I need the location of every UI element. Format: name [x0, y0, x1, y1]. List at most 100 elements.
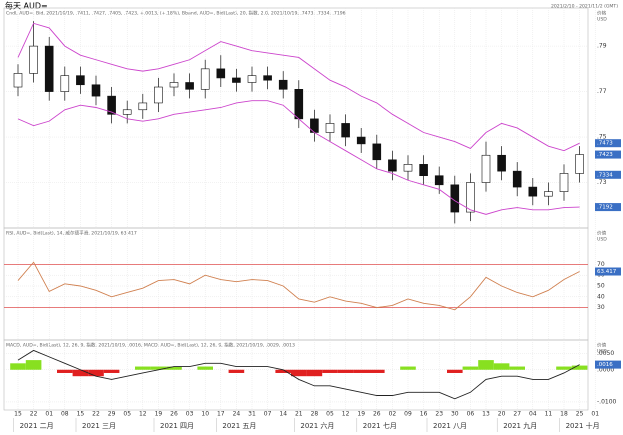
x-tick-label: 12 — [342, 411, 350, 418]
month-label: 2021 九月 — [503, 421, 537, 430]
candle-body — [466, 182, 475, 213]
candle-body — [154, 86, 163, 104]
month-label: 2021 八月 — [433, 422, 467, 430]
y-tick-label: .77 — [597, 88, 607, 95]
x-tick-label: 01 — [45, 411, 53, 418]
candle-body — [372, 143, 382, 161]
y-tick-label: .0000 — [597, 366, 614, 373]
month-label: 2021 七月 — [363, 421, 397, 430]
price-marker-label: .7192 — [597, 205, 613, 211]
candle-body — [528, 186, 538, 197]
y-tick-label: 30 — [597, 304, 605, 311]
histogram-bar — [509, 366, 525, 370]
month-label: 2021 四月 — [160, 422, 194, 430]
candle-body — [294, 89, 304, 120]
x-tick-label: 01 — [591, 411, 599, 418]
histogram-bar — [291, 369, 307, 377]
price-marker — [595, 267, 621, 276]
candle-body — [169, 82, 179, 88]
price-marker — [595, 139, 621, 148]
month-label: 2021 五月 — [222, 422, 256, 430]
histogram-bar — [556, 366, 572, 370]
y-tick-label: 40 — [597, 293, 605, 300]
histogram-bar — [88, 369, 104, 377]
x-tick-label: 04 — [529, 411, 537, 418]
x-tick-label: 08 — [61, 411, 69, 418]
histogram-bar — [150, 366, 167, 370]
x-tick-label: 30 — [451, 411, 459, 418]
panel-header: MACD, AUD=, Bid(Last), 12, 26, 9, 指数, 20… — [6, 342, 295, 349]
y-tick-label: -.0100 — [597, 398, 617, 405]
histogram-bar — [306, 369, 323, 377]
x-tick-label: 12 — [139, 411, 147, 418]
price-marker — [595, 360, 621, 369]
histogram-bar — [135, 366, 151, 370]
x-tick-label: 06 — [467, 411, 475, 418]
month-label: 2021 三月 — [82, 422, 116, 430]
histogram-bar — [72, 369, 89, 377]
histogram-bar — [228, 369, 245, 373]
month-label: 2021 二月 — [20, 422, 54, 430]
candle-body — [341, 123, 350, 138]
candle-body — [356, 136, 366, 145]
histogram-bar — [322, 369, 338, 373]
y-tick-label: .75 — [597, 134, 607, 141]
x-tick-label: 25 — [576, 411, 584, 418]
series-line — [17, 22, 580, 152]
x-tick-label: 09 — [404, 411, 412, 418]
candle-body — [419, 164, 428, 177]
candle-body — [403, 164, 413, 172]
x-tick-label: 28 — [311, 411, 319, 418]
price-marker — [595, 203, 621, 212]
panel — [3, 339, 589, 411]
y-tick-label: .0050 — [597, 350, 614, 357]
date-range: 2021/2/10 - 2021/11/2 (GMT) — [551, 4, 618, 10]
candle-body — [60, 75, 70, 92]
x-tick-label: 18 — [560, 411, 568, 418]
x-tick-label: 22 — [30, 411, 38, 418]
histogram-bar — [275, 369, 291, 373]
x-tick-label: 10 — [201, 411, 209, 418]
candle-body — [13, 73, 23, 88]
candle-body — [325, 123, 335, 133]
x-tick-label: 02 — [389, 411, 397, 418]
price-marker-label: .7423 — [597, 152, 613, 158]
candle-body — [76, 75, 85, 86]
histogram-bar — [337, 369, 354, 373]
x-tick-label: 07 — [264, 411, 272, 418]
x-tick-label: 31 — [248, 411, 256, 418]
candle-body — [91, 84, 101, 97]
price-marker-label: .7334 — [597, 172, 613, 178]
histogram-bar — [400, 366, 416, 370]
histogram-bar — [57, 369, 73, 373]
x-tick-label: 29 — [108, 411, 116, 418]
axis-unit: USD — [597, 349, 607, 355]
candle-body — [512, 170, 522, 188]
candle-body — [450, 184, 460, 213]
x-tick-label: 16 — [420, 411, 428, 418]
axis-label: 价值 — [597, 230, 607, 237]
x-tick-label: 17 — [217, 411, 225, 418]
axis-label: 价值 — [597, 342, 607, 349]
histogram-bar — [369, 369, 385, 373]
x-tick-label: 05 — [326, 411, 334, 418]
y-tick-label: .79 — [597, 43, 607, 50]
histogram-bar — [25, 360, 42, 370]
price-marker-label: .0016 — [597, 362, 613, 368]
x-tick-label: 24 — [233, 411, 241, 418]
price-marker-label: 63.417 — [597, 269, 617, 275]
x-tick-label: 05 — [123, 411, 131, 418]
series-line — [17, 100, 580, 215]
candle-body — [232, 77, 241, 83]
candle-body — [185, 82, 194, 90]
x-tick-label: 21 — [295, 411, 303, 418]
x-tick-label: 27 — [513, 411, 521, 418]
candle-body — [544, 191, 553, 197]
candle-body — [122, 109, 132, 115]
histogram-bar — [493, 363, 510, 370]
histogram-bar — [447, 369, 463, 373]
panel-header: Cndl, AUD=, Bid, 2021/10/19, .7411, .742… — [6, 10, 346, 17]
candle-body — [481, 154, 491, 183]
histogram-bar — [353, 369, 369, 373]
